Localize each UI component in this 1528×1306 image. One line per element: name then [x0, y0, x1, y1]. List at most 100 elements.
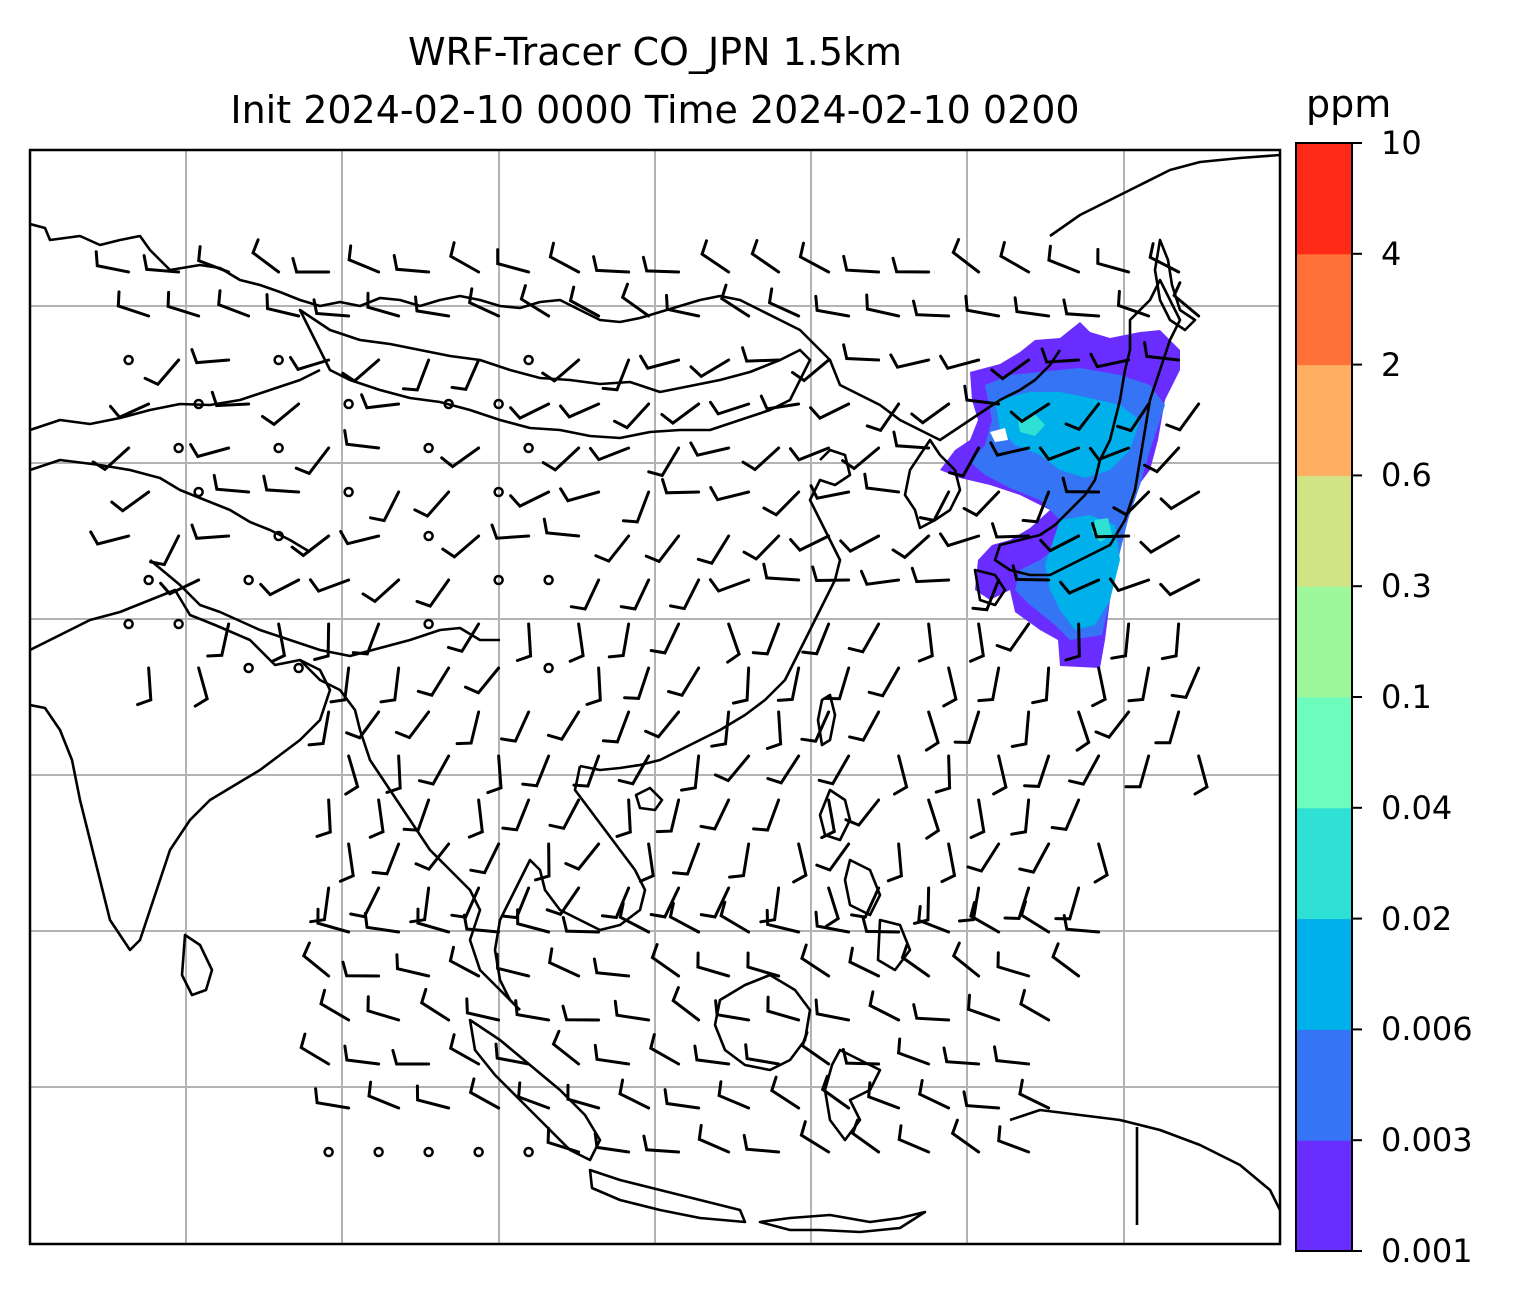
wind-barb [1088, 446, 1131, 462]
wind-barb [561, 1004, 601, 1022]
wind-barb [615, 798, 632, 838]
wind-barb [1127, 666, 1151, 703]
wind-barb [416, 666, 451, 697]
wind-barb [1093, 842, 1109, 884]
wind-barb [744, 1043, 781, 1066]
wind-barb [1011, 564, 1051, 582]
wind-calm-marker [343, 398, 354, 410]
colorbar-segment [1296, 807, 1352, 920]
wind-barb [190, 348, 231, 365]
wind-barb [1039, 534, 1081, 553]
wind-barb [910, 402, 951, 425]
wind-barb [361, 578, 401, 604]
wind-barb [889, 353, 931, 369]
wind-barb [366, 291, 401, 318]
wind-calm-marker [343, 486, 354, 498]
wind-barb [966, 842, 1001, 873]
wind-barb [1021, 490, 1051, 524]
wind-barb [798, 241, 831, 274]
wind-barb [566, 1083, 601, 1110]
wind-barb [496, 248, 531, 274]
wind-barb [415, 1084, 451, 1110]
wind-barb [697, 1123, 731, 1154]
wind-barb [918, 1079, 951, 1110]
wind-barb [963, 384, 1001, 406]
coastline-lesser-sunda [758, 1210, 927, 1234]
wind-barb [360, 393, 401, 410]
wind-barb [465, 997, 501, 1022]
wind-barb [731, 666, 751, 705]
wind-barb [661, 478, 701, 495]
wind-barb [379, 666, 401, 704]
wind-barb [402, 798, 431, 832]
colorbar-tick-label: 2 [1381, 345, 1402, 384]
wind-calm-marker [373, 1146, 384, 1158]
wind-barb [897, 1124, 931, 1154]
wind-barb [1193, 754, 1209, 796]
wind-calm-marker [273, 442, 284, 454]
wind-barb [166, 290, 201, 318]
wind-barb [1143, 446, 1181, 474]
wind-calm-marker [493, 574, 504, 586]
wind-barb [341, 960, 381, 978]
colorbar-tick-label: 0.04 [1381, 788, 1453, 827]
wind-barb [541, 446, 581, 472]
wind-calm-marker [423, 1146, 434, 1158]
wind-barb [741, 446, 781, 472]
wind-barb [789, 534, 831, 552]
wind-barb [559, 487, 601, 503]
wind-barb [814, 998, 851, 1022]
wind-barb [561, 916, 601, 934]
wind-barb [261, 402, 301, 427]
wind-barb [800, 1031, 831, 1066]
wind-barb [448, 1033, 481, 1066]
wind-barb [307, 710, 331, 747]
wind-barb [962, 1090, 1001, 1110]
wind-barb [867, 666, 901, 698]
wind-barb [742, 534, 781, 561]
wind-barb [969, 798, 986, 839]
wind-barb [1050, 798, 1081, 832]
wind-barb [939, 532, 981, 548]
wind-barb [515, 622, 533, 662]
wind-barb [650, 943, 681, 978]
wind-barb [289, 356, 331, 372]
wind-barb [521, 754, 551, 788]
wind-barb [1089, 352, 1131, 369]
coastline-myanmar [299, 659, 521, 1011]
wind-barb [977, 666, 1001, 703]
wind-barb [1139, 534, 1181, 554]
wind-barb [1023, 754, 1051, 788]
wind-barb [989, 441, 1031, 457]
wind-barb [206, 622, 231, 658]
wind-barb [792, 842, 808, 884]
wind-barb [1009, 402, 1051, 424]
wind-calm-marker [143, 574, 154, 586]
wind-barb [720, 283, 751, 318]
wind-calm-marker [493, 398, 504, 410]
wind-barb [1031, 666, 1051, 705]
wind-barb [189, 443, 231, 459]
wind-barb [1064, 622, 1081, 662]
wind-barb [966, 993, 1001, 1022]
wind-barb [848, 710, 881, 742]
wind-barb [448, 945, 481, 978]
wind-barb [663, 1088, 701, 1110]
wind-barb [329, 666, 351, 704]
wind-barb [347, 244, 381, 274]
wind-barb [1047, 244, 1081, 274]
wind-barb [641, 255, 681, 274]
wind-barb [863, 472, 901, 494]
wind-calm-marker [423, 442, 434, 454]
wind-barb [696, 534, 731, 565]
coastline-borneo [713, 973, 812, 1072]
wind-barb [414, 842, 451, 872]
coastline-china-east [809, 339, 1062, 442]
wind-barb [545, 886, 581, 917]
wind-barb [149, 534, 181, 567]
wind-calm-marker [443, 398, 454, 410]
wind-barb [1054, 886, 1081, 921]
wind-barb [951, 238, 981, 274]
wind-barb [814, 294, 851, 318]
wind-barb [270, 622, 287, 664]
